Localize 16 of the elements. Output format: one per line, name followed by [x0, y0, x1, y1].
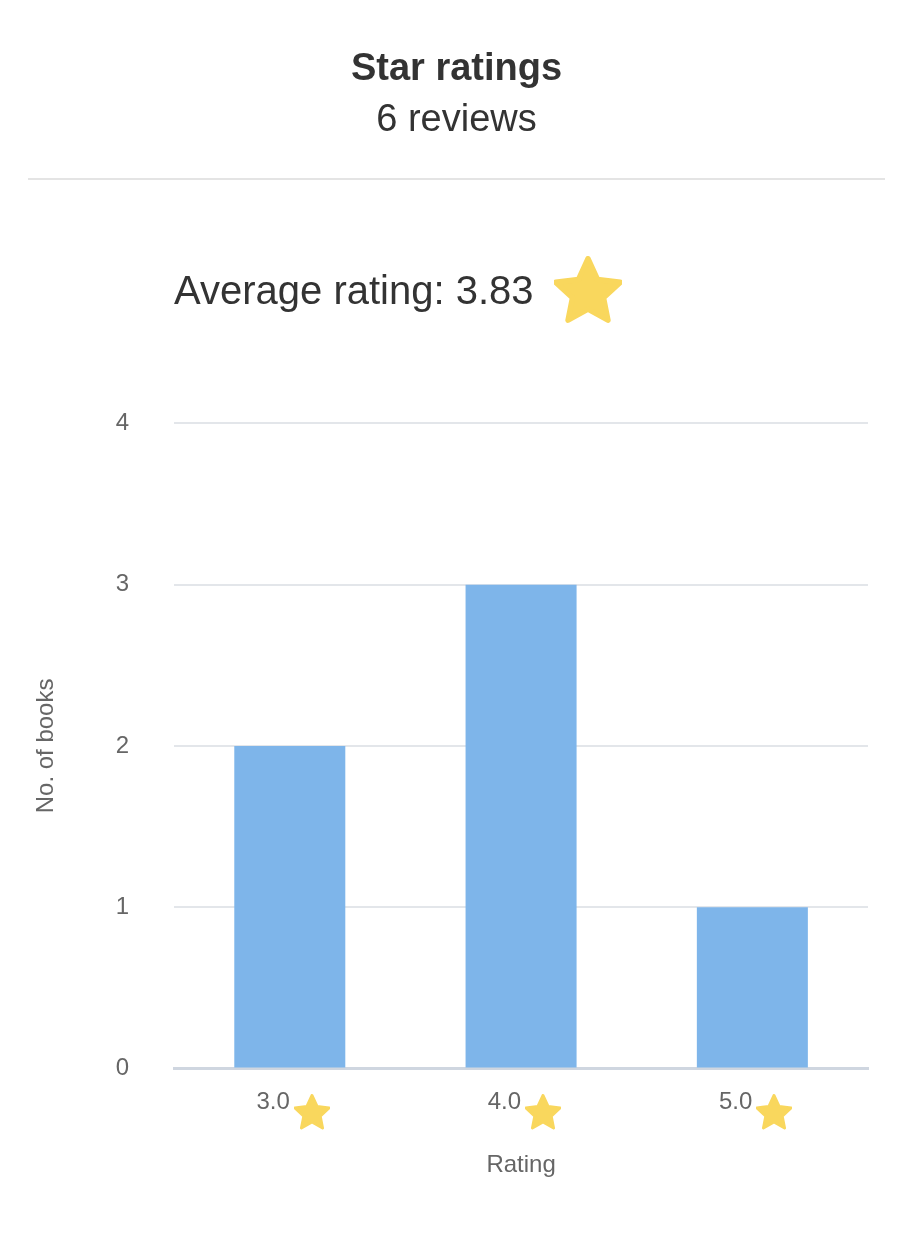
y-axis-title: No. of books: [31, 678, 59, 814]
x-tick-label: 3.0: [256, 1087, 324, 1115]
bar: [696, 907, 808, 1068]
y-tick-label: 4: [115, 408, 130, 436]
chart-subtitle: 6 reviews: [375, 97, 538, 140]
y-tick-label: 3: [115, 569, 130, 597]
bar: [234, 745, 346, 1068]
bar: [465, 584, 577, 1068]
y-tick-label: 2: [115, 730, 130, 758]
x-axis-title: Rating: [486, 1150, 556, 1178]
x-tick-label: 4.0: [487, 1087, 555, 1115]
y-tick-label: 0: [115, 1053, 130, 1081]
y-tick-label: 1: [115, 891, 130, 919]
chart-title: Star ratings: [349, 46, 564, 89]
x-tick-label: 5.0: [719, 1087, 786, 1115]
text: Average rating: 3.83: [174, 267, 534, 313]
